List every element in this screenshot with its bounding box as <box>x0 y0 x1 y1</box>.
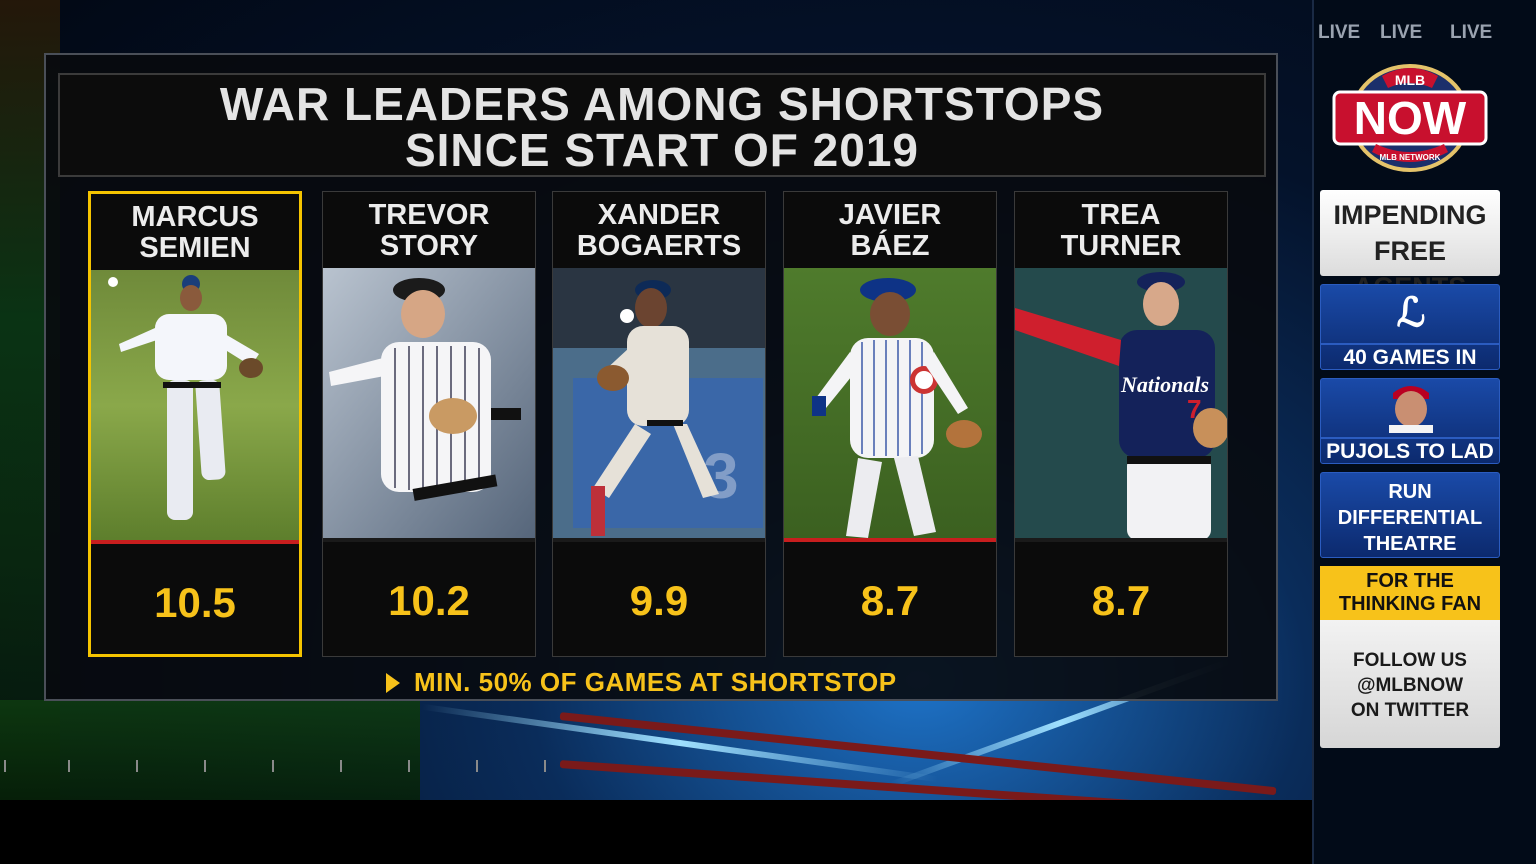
sidebar-item-label: FOLLOW US <box>1353 650 1467 671</box>
logo-top-text: MLB <box>1395 72 1425 88</box>
sidebar-item-label: RUN <box>1388 481 1432 503</box>
player-name: JAVIER BÁEZ <box>784 200 996 262</box>
live-label: LIVE <box>1318 22 1361 43</box>
player-photo <box>323 268 535 540</box>
player-last-name: STORY <box>379 230 479 262</box>
sidebar-item-label: ON TWITTER <box>1350 700 1470 721</box>
player-photo: Nationals 7 <box>1015 268 1227 540</box>
live-label: LIVE <box>1450 22 1493 43</box>
player-card-bogaerts: XANDER BOGAERTS 3 9.9 <box>552 191 766 657</box>
player-photo <box>784 268 996 540</box>
card-divider <box>784 538 996 542</box>
la-dodgers-logo-icon: ℒ <box>1396 290 1426 335</box>
graphic-title: WAR LEADERS AMONG SHORTSTOPS SINCE START… <box>58 73 1266 177</box>
war-value: 10.5 <box>154 579 236 626</box>
card-divider <box>553 538 765 542</box>
war-value: 8.7 <box>1091 577 1151 624</box>
player-last-name: BOGAERTS <box>576 230 742 262</box>
live-ticker: LIVE LIVE LIVE <box>1314 22 1536 48</box>
player-first-name: TREA <box>1081 199 1161 231</box>
player-photo: 3 <box>553 268 765 540</box>
footnote: MIN. 50% OF GAMES AT SHORTSTOP <box>386 667 897 697</box>
sidebar-item-label: 40 GAMES IN <box>1321 343 1499 371</box>
card-divider <box>323 538 535 542</box>
player-card-story: TREVOR STORY 10.2 <box>322 191 536 657</box>
mlb-now-logo: MLB NOW MLB NETWORK <box>1332 56 1488 176</box>
sidebar-item-run-differential[interactable]: RUN DIFFERENTIAL THEATRE <box>1320 472 1500 558</box>
sidebar-item-label: THEATRE <box>1363 533 1457 555</box>
show-sidebar: LIVE LIVE LIVE MLB NOW MLB NETWORK IMPEN… <box>1312 0 1536 864</box>
title-line-2: SINCE START OF 2019 <box>404 124 920 176</box>
logo-main-text: NOW <box>1354 92 1467 144</box>
card-divider <box>91 540 299 544</box>
player-first-name: JAVIER <box>838 199 942 231</box>
player-headshot-icon <box>1383 381 1439 435</box>
war-value: 8.7 <box>860 577 920 624</box>
player-first-name: XANDER <box>597 199 721 231</box>
sidebar-item-pujols[interactable]: PUJOLS TO LAD <box>1320 378 1500 464</box>
player-name: XANDER BOGAERTS <box>553 200 765 262</box>
timeline-ticks <box>0 760 560 774</box>
sidebar-item-label: @MLBNOW <box>1356 675 1464 696</box>
sidebar-item-40-games[interactable]: ℒ 40 GAMES IN <box>1320 284 1500 370</box>
footnote-text: MIN. 50% OF GAMES AT SHORTSTOP <box>414 667 897 697</box>
player-last-name: SEMIEN <box>139 232 251 264</box>
logo-bottom-text: MLB NETWORK <box>1380 153 1441 162</box>
sidebar-item-label: IMPENDING <box>1333 200 1487 230</box>
player-card-turner: TREA TURNER Nationals 7 8.7 <box>1014 191 1228 657</box>
player-last-name: BÁEZ <box>850 230 930 262</box>
player-photo <box>91 270 299 542</box>
foliage-bottom <box>0 700 420 800</box>
player-name: MARCUS SEMIEN <box>91 202 299 264</box>
sidebar-item-label: DIFFERENTIAL <box>1337 507 1483 529</box>
sidebar-item-label: THINKING FAN <box>1338 593 1482 615</box>
live-label: LIVE <box>1380 22 1423 43</box>
war-value: 9.9 <box>629 577 689 624</box>
player-name: TREVOR STORY <box>323 200 535 262</box>
player-name: TREA TURNER <box>1015 200 1227 262</box>
svg-text:Nationals: Nationals <box>1120 372 1209 397</box>
player-last-name: TURNER <box>1060 230 1182 262</box>
bottom-black-bar <box>0 800 1312 864</box>
player-card-baez: JAVIER BÁEZ <box>783 191 997 657</box>
war-value: 10.2 <box>388 577 470 624</box>
title-line-1: WAR LEADERS AMONG SHORTSTOPS <box>219 78 1105 130</box>
sidebar-item-label: PUJOLS TO LAD <box>1321 437 1499 465</box>
sidebar-item-free-agents[interactable]: IMPENDING FREE AGENTS <box>1320 190 1500 302</box>
play-arrow-icon <box>386 673 400 693</box>
graphic-panel: WAR LEADERS AMONG SHORTSTOPS SINCE START… <box>44 53 1278 701</box>
sidebar-item-thinking-fan[interactable]: FOR THE THINKING FAN <box>1320 566 1500 620</box>
card-divider <box>1015 538 1227 542</box>
player-first-name: MARCUS <box>131 201 259 233</box>
player-first-name: TREVOR <box>368 199 490 231</box>
player-card-semien: MARCUS SEMIEN 10.5 <box>88 191 302 657</box>
sidebar-item-follow-twitter[interactable]: FOLLOW US @MLBNOW ON TWITTER <box>1320 620 1500 748</box>
red-rail <box>559 712 1277 796</box>
sidebar-item-label: FOR THE <box>1366 570 1454 592</box>
